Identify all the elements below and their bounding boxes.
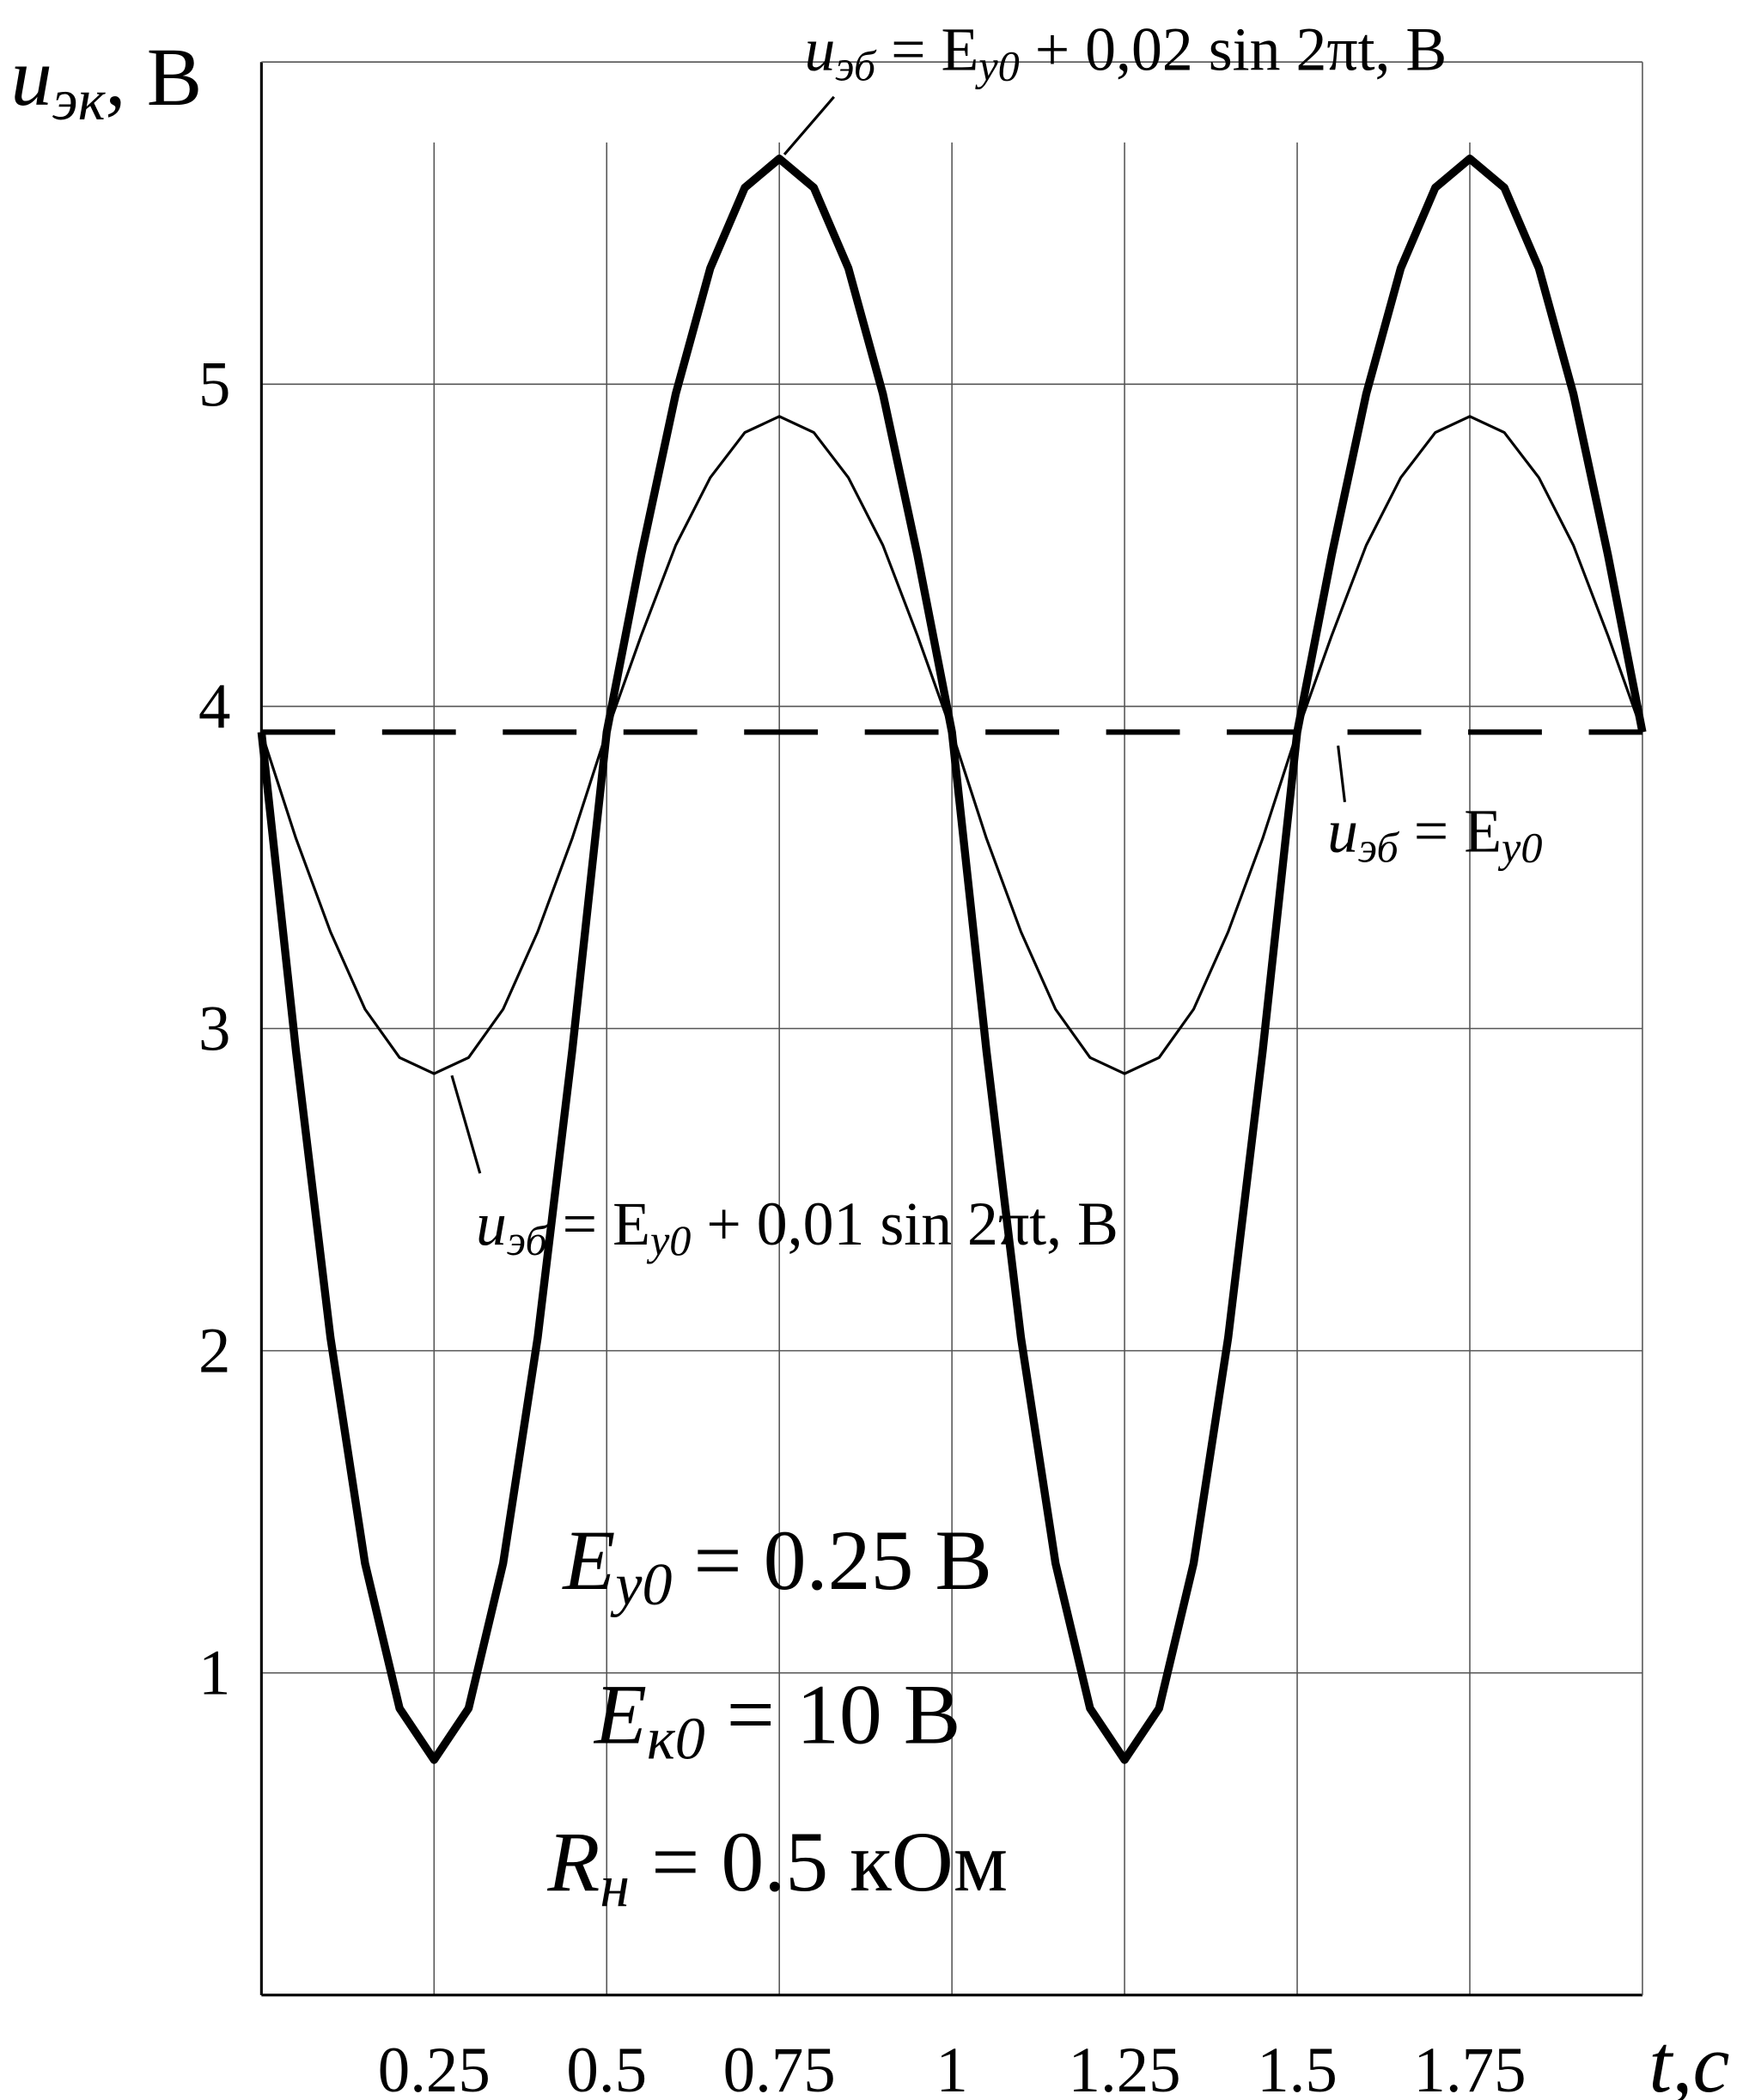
y-tick-label: 3	[198, 994, 230, 1065]
x-tick-label: 0.25	[378, 2035, 491, 2100]
x-tick-label: 1	[935, 2035, 967, 2100]
label-part: E	[561, 1513, 615, 1608]
label-part: + 0,02 sin 2πt, В	[1020, 15, 1447, 84]
label-part: u	[1327, 797, 1358, 866]
label: uэб = Ey0	[1327, 797, 1542, 872]
label-part: = 0.5 кОм	[630, 1814, 1008, 1909]
label-part: u	[10, 31, 52, 123]
subscript: y0	[974, 42, 1019, 90]
label-part: = E	[875, 15, 978, 84]
label-part: + 0,01 sin 2πt, В	[691, 1190, 1118, 1258]
x-tick-label: 1.75	[1413, 2035, 1526, 2100]
x-tick-label: 0.75	[723, 2035, 836, 2100]
subscript: эб	[835, 42, 876, 90]
label-part: = 10 В	[705, 1666, 961, 1762]
subscript: y0	[1497, 824, 1542, 872]
pointer	[1337, 746, 1347, 802]
x-tick-label: 1.25	[1069, 2035, 1181, 2100]
subscript: к0	[647, 1706, 705, 1772]
pointer	[783, 95, 835, 155]
label: Eк0 = 10 В	[593, 1666, 960, 1772]
y-tick-label: 1	[198, 1638, 230, 1709]
pointer	[450, 1074, 482, 1174]
subscript: эб	[1358, 824, 1399, 872]
y-tick-label: 5	[198, 349, 230, 420]
x-axis-label: t,c	[1649, 2018, 1729, 2100]
label-part: u	[476, 1190, 507, 1258]
line-series	[259, 415, 1644, 1075]
label-part: u	[804, 15, 835, 84]
subscript: эб	[507, 1216, 548, 1264]
subscript: н	[600, 1853, 630, 1920]
label-part: = E	[547, 1190, 650, 1258]
label: Ey0 = 0.25 В	[561, 1513, 992, 1617]
label: uэк, В	[10, 31, 202, 132]
label: uэб = Ey0 + 0,01 sin 2πt, В	[476, 1190, 1118, 1264]
label-part: , В	[105, 31, 202, 123]
subscript: y0	[646, 1216, 691, 1264]
x-tick-label: 0.5	[566, 2035, 647, 2100]
label-part: = 0.25 В	[672, 1513, 992, 1608]
label: Rн = 0.5 кОм	[546, 1814, 1008, 1919]
subscript: эк	[52, 68, 107, 132]
label-part: E	[593, 1666, 647, 1762]
subscript: y0	[610, 1551, 672, 1617]
y-tick-label: 4	[198, 671, 230, 742]
label-part: R	[546, 1814, 600, 1909]
label-part: = E	[1399, 797, 1502, 866]
label: uэб = Ey0 + 0,02 sin 2πt, В	[804, 15, 1447, 90]
x-tick-label: 1.5	[1257, 2035, 1338, 2100]
y-tick-label: 2	[198, 1316, 230, 1387]
